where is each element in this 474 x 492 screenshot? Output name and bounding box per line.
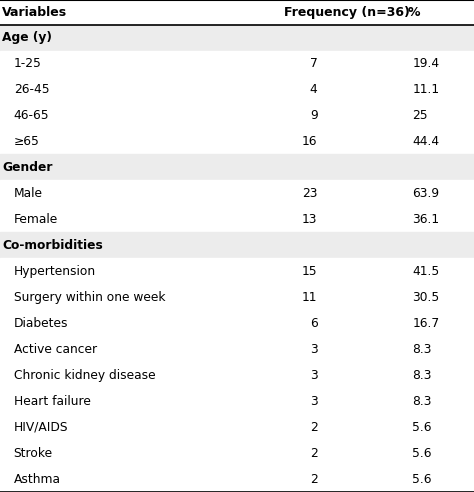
Text: 2: 2 [310,472,318,486]
Text: 36.1: 36.1 [412,213,439,226]
Text: Age (y): Age (y) [2,31,52,44]
Text: Co-morbidities: Co-morbidities [2,239,103,252]
Text: 6: 6 [310,317,318,330]
Text: 19.4: 19.4 [412,57,439,70]
Bar [0,258,474,284]
Bar [0,154,474,181]
Text: 4: 4 [310,83,318,96]
Text: 30.5: 30.5 [412,291,439,304]
Text: 25: 25 [412,109,428,122]
Text: Active cancer: Active cancer [14,343,97,356]
Bar [0,284,474,310]
Text: 7: 7 [310,57,318,70]
Text: Chronic kidney disease: Chronic kidney disease [14,369,155,382]
Text: Male: Male [14,187,43,200]
Text: %: % [408,6,420,19]
Bar [0,0,474,25]
Text: ≥65: ≥65 [14,135,40,148]
Text: 8.3: 8.3 [412,343,432,356]
Text: Surgery within one week: Surgery within one week [14,291,165,304]
Text: 41.5: 41.5 [412,265,439,278]
Bar [0,336,474,362]
Bar [0,362,474,388]
Text: Asthma: Asthma [14,472,61,486]
Text: Female: Female [14,213,58,226]
Text: Diabetes: Diabetes [14,317,68,330]
Text: 23: 23 [302,187,318,200]
Text: 44.4: 44.4 [412,135,439,148]
Text: Variables: Variables [2,6,67,19]
Text: 13: 13 [302,213,318,226]
Text: Gender: Gender [2,161,53,174]
Bar [0,51,474,77]
Bar [0,466,474,492]
Text: 63.9: 63.9 [412,187,439,200]
Text: 16: 16 [302,135,318,148]
Bar [0,25,474,51]
Bar [0,102,474,128]
Bar [0,388,474,414]
Text: 5.6: 5.6 [412,472,432,486]
Text: 3: 3 [310,369,318,382]
Bar [0,128,474,154]
Text: 26-45: 26-45 [14,83,49,96]
Text: 8.3: 8.3 [412,369,432,382]
Bar [0,181,474,206]
Bar [0,440,474,466]
Text: 15: 15 [302,265,318,278]
Text: 1-25: 1-25 [14,57,42,70]
Text: 3: 3 [310,343,318,356]
Text: HIV/AIDS: HIV/AIDS [14,421,68,433]
Text: Frequency (n=36): Frequency (n=36) [284,6,410,19]
Text: 2: 2 [310,447,318,460]
Text: 5.6: 5.6 [412,447,432,460]
Text: 11.1: 11.1 [412,83,439,96]
Bar [0,206,474,232]
Bar [0,232,474,258]
Text: 2: 2 [310,421,318,433]
Bar [0,77,474,102]
Text: 16.7: 16.7 [412,317,439,330]
Text: Heart failure: Heart failure [14,395,91,407]
Text: 8.3: 8.3 [412,395,432,407]
Text: 5.6: 5.6 [412,421,432,433]
Text: Stroke: Stroke [14,447,53,460]
Text: 9: 9 [310,109,318,122]
Text: 46-65: 46-65 [14,109,49,122]
Text: Hypertension: Hypertension [14,265,96,278]
Text: 3: 3 [310,395,318,407]
Bar [0,310,474,336]
Bar [0,414,474,440]
Text: 11: 11 [302,291,318,304]
